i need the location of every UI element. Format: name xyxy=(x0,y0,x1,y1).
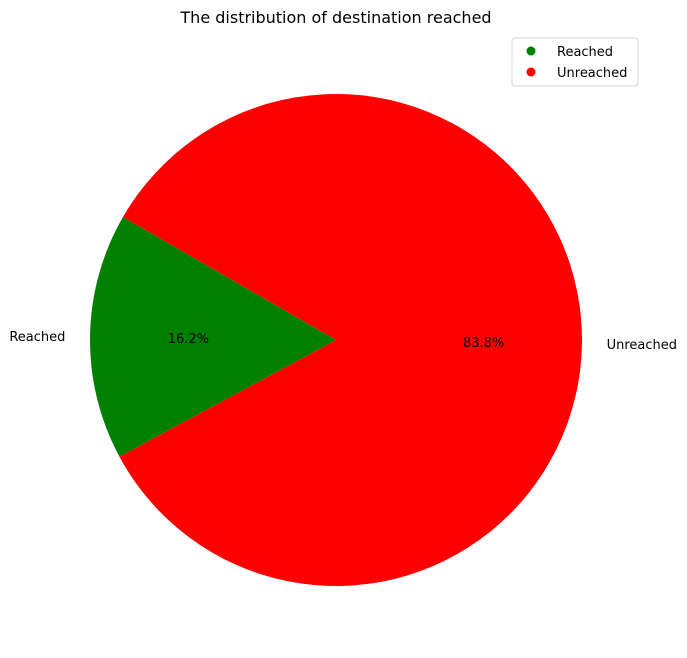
pie-labels: Reached 16.2% Unreached 83.8% xyxy=(9,330,677,353)
pie-slices xyxy=(89,94,582,587)
legend-marker-unreached xyxy=(526,67,536,77)
legend-label-unreached: Unreached xyxy=(557,66,627,81)
legend-marker-reached xyxy=(526,46,536,56)
legend: Reached Unreached xyxy=(511,37,639,87)
slice-label-reached: Reached xyxy=(9,330,65,345)
pie-slice-reached xyxy=(89,217,337,457)
slice-label-unreached: Unreached xyxy=(607,338,677,353)
legend-frame xyxy=(511,37,639,87)
slice-percent-unreached: 83.8% xyxy=(463,336,504,351)
legend-label-reached: Reached xyxy=(557,45,613,60)
chart-title: The distribution of destination reached xyxy=(179,8,491,27)
slice-percent-reached: 16.2% xyxy=(168,332,209,347)
legend-items: Reached Unreached xyxy=(526,45,627,81)
pie-slice-unreached xyxy=(119,94,582,587)
